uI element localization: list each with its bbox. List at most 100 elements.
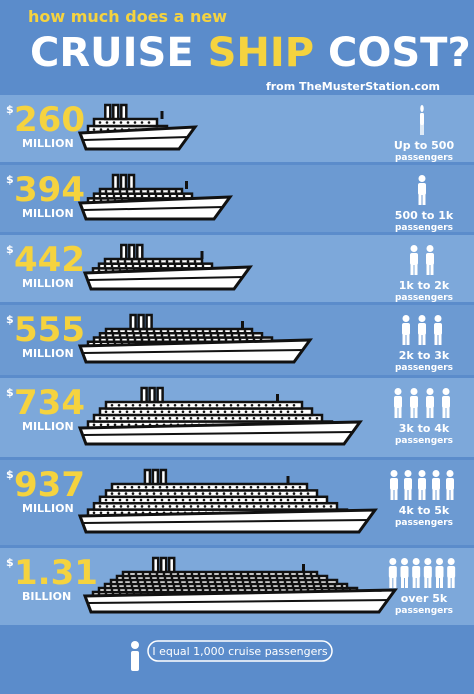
person-body: [410, 253, 418, 265]
person-head: [401, 558, 408, 565]
person-icon: [410, 245, 418, 275]
ship-window: [147, 338, 151, 341]
ship-window: [222, 403, 226, 407]
ship-window: [179, 584, 183, 588]
person-head: [412, 558, 420, 565]
ship-window: [132, 190, 136, 193]
ship-window: [231, 338, 235, 341]
ship-window: [123, 260, 127, 263]
ship-window: [218, 572, 222, 576]
ship-window: [268, 576, 272, 580]
ship-window: [111, 190, 115, 193]
ship-window: [147, 416, 151, 420]
ship-window: [275, 576, 279, 580]
person-leg: [410, 407, 414, 418]
ship-window: [242, 485, 246, 489]
ship-window: [237, 410, 241, 414]
ship-window: [98, 121, 102, 124]
person-leg: [436, 489, 440, 500]
ship-window: [214, 584, 218, 588]
ship-window: [157, 580, 161, 584]
person-leg: [402, 334, 406, 345]
ship-window: [126, 121, 130, 124]
ship-window: [151, 485, 155, 489]
ship-window: [219, 576, 223, 580]
person-head: [432, 470, 440, 477]
ship-window: [308, 416, 312, 420]
ship-window: [262, 580, 266, 584]
person-leg: [440, 577, 443, 588]
ship-window: [180, 329, 184, 333]
ship-window: [149, 576, 153, 580]
person-leg: [430, 407, 434, 418]
ship-window: [146, 498, 150, 502]
ship-window: [198, 576, 202, 580]
ship-window: [161, 194, 165, 198]
ship-window: [173, 403, 177, 407]
ship-window: [181, 334, 185, 337]
ship-funnel: [104, 103, 112, 121]
person-body: [418, 323, 426, 335]
ship-window: [304, 580, 308, 584]
person-body: [390, 478, 398, 490]
ship-window: [92, 423, 96, 427]
ship-window: [293, 498, 297, 502]
ship-window: [211, 572, 215, 576]
ship-window: [138, 329, 142, 333]
person-leg: [447, 577, 451, 588]
ship-funnel: [151, 468, 160, 486]
ship-window: [153, 498, 157, 502]
ship-window: [132, 410, 136, 414]
ship-window: [208, 588, 212, 592]
ship-window: [128, 576, 132, 580]
ship-window: [233, 576, 237, 580]
ship-window: [103, 588, 107, 592]
ship-window: [234, 580, 238, 584]
ship-stripe: [83, 519, 370, 524]
ship-window: [98, 194, 102, 198]
ship-window: [174, 498, 178, 502]
ship-window: [207, 584, 211, 588]
ship-window: [244, 334, 248, 337]
ship-window: [203, 416, 207, 420]
ship-stripe: [83, 136, 190, 141]
ship-window: [210, 416, 214, 420]
ship-window: [249, 584, 253, 588]
ship-window: [122, 580, 126, 584]
ship-window: [340, 584, 344, 588]
ship-funnel: [159, 468, 168, 486]
ship-window: [229, 588, 233, 592]
ship-funnel: [143, 468, 152, 486]
ship-window: [119, 121, 123, 124]
ship-window: [286, 410, 290, 414]
ship-window: [112, 505, 116, 508]
ship-window: [189, 338, 193, 341]
ship-window: [278, 403, 282, 407]
person-leg: [428, 577, 432, 588]
subtitle: how much does a new: [28, 7, 227, 26]
ship-window: [118, 498, 122, 502]
passengers-unit: passengers: [395, 436, 453, 446]
person-icon: [442, 388, 450, 418]
person-body: [400, 566, 409, 578]
ship-window: [145, 588, 149, 592]
ship-window: [264, 588, 268, 592]
legend-text: I equal 1,000 cruise passengers: [152, 645, 328, 658]
ship-window: [139, 498, 143, 502]
ship-window: [133, 416, 137, 420]
ship-window: [193, 584, 197, 588]
unit: BILLION: [22, 590, 71, 603]
ship-window: [161, 505, 165, 508]
ship-window: [152, 492, 156, 495]
person-leg: [422, 334, 426, 345]
ship-window: [201, 264, 205, 268]
ship-window: [158, 485, 162, 489]
ship-window: [214, 485, 218, 489]
person-leg: [446, 407, 450, 418]
ship-window: [260, 572, 264, 576]
ship-window: [133, 194, 137, 198]
ship-window: [272, 498, 276, 502]
ship-window: [251, 334, 255, 337]
ship-window: [99, 511, 103, 515]
ship-window: [116, 260, 120, 263]
